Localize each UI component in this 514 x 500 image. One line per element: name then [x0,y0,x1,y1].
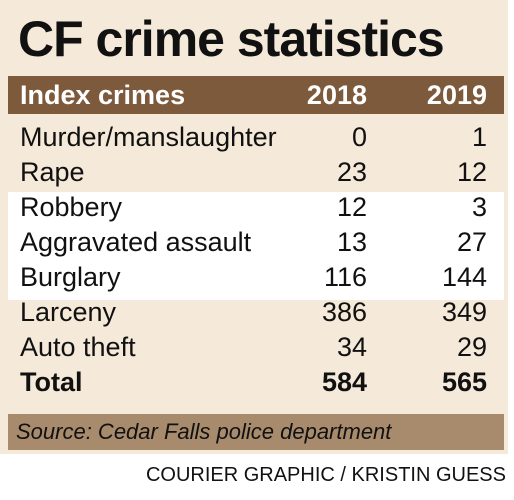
table-row: Rape 23 12 [8,155,504,190]
table-row: Burglary 116 144 [8,260,504,295]
row-label: Larceny [20,297,117,327]
total-2019-value: 565 [441,367,487,397]
row-2019-value: 27 [456,227,487,257]
row-label: Murder/manslaughter [20,122,277,152]
table-row: Aggravated assault 13 27 [8,225,504,260]
column-header-index-crimes: Index crimes [20,80,186,110]
row-2019-value: 349 [441,297,487,327]
column-header-2019: 2019 [426,80,487,110]
source-bar: Source: Cedar Falls police department [8,414,504,450]
row-label: Rape [20,157,85,187]
row-2018-value: 23 [336,157,367,187]
row-2019-value: 12 [456,157,487,187]
row-label: Aggravated assault [20,227,252,257]
row-2019-value: 29 [456,332,487,362]
row-2018-value: 13 [336,227,367,257]
chart-title: CF crime statistics [18,11,445,67]
row-2019-value: 3 [471,192,487,222]
source-text: Source: Cedar Falls police department [16,419,392,444]
crime-statistics-card: CF crime statistics Index crimes 2018 20… [0,0,508,454]
table-row: Murder/manslaughter 0 1 [8,120,504,155]
table-header: Index crimes 2018 2019 [8,76,504,114]
row-2018-value: 34 [336,332,367,362]
total-2018-value: 584 [321,367,367,397]
highlight-band [8,192,504,300]
table-row-total: Total 584 565 [8,365,504,400]
total-label: Total [20,367,83,397]
row-2018-value: 116 [323,262,367,292]
column-header-2018: 2018 [306,80,367,110]
row-2018-value: 386 [321,297,367,327]
table-row: Robbery 12 3 [8,190,504,225]
row-label: Robbery [20,192,123,222]
graphic-credit: COURIER GRAPHIC / KRISTIN GUESS [145,464,506,486]
row-2018-value: 0 [351,122,367,152]
row-2019-value: 144 [441,262,487,292]
row-2019-value: 1 [471,122,487,152]
table-row: Auto theft 34 29 [8,330,504,365]
row-label: Burglary [20,262,121,292]
row-2018-value: 12 [336,192,367,222]
row-label: Auto theft [20,332,136,362]
table-row: Larceny 386 349 [8,295,504,330]
table-body: Murder/manslaughter 0 1 Rape 23 12 Robbery 12 3 A… [8,120,504,400]
